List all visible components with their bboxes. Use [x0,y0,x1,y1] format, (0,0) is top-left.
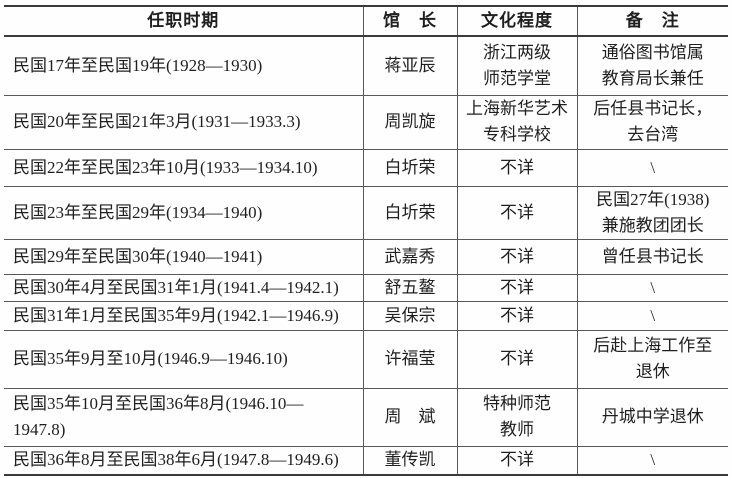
table-row: 民国17年至民国19年(1928—1930) 蒋亚辰 浙江两级 师范学堂 通俗图… [4,36,728,95]
director-cell: 白圻荣 [363,186,458,239]
director-cell: 武嘉秀 [363,239,458,274]
director-cell: 蒋亚辰 [363,36,458,95]
remark-cell: \ [650,157,656,177]
period-cell: 民国31年1月至民国35年9月(1942.1—1946.9) [4,301,364,330]
period-cell: 民国20年至民国21年3月(1931—1933.3) [4,95,364,149]
education-cell: 不详 [457,330,578,388]
director-cell: 吴保宗 [363,301,458,330]
table-row: 民国20年至民国21年3月(1931—1933.3) 周凯旋 上海新华艺术 专科… [4,95,728,149]
remark-cell: 曾任县书记长 [601,246,704,266]
remark-cell: 后赴上海工作至 退休 [593,336,713,381]
education-cell: 不详 [457,186,578,239]
director-cell: 许福莹 [363,330,458,388]
table-header-row: 任职时期 馆 长 文化程度 备 注 [4,6,728,36]
period-cell: 民国36年8月至民国38年6月(1947.8—1949.6) [4,446,364,475]
period-cell: 民国23年至民国29年(1934—1940) [4,186,364,239]
education-cell: 不详 [457,239,578,274]
education-cell: 不详 [457,446,578,475]
period-cell: 民国30年4月至民国31年1月(1941.4—1942.1) [4,274,364,301]
remark-cell: 后任县书记长， 去台湾 [593,99,713,144]
library-directors-table: 任职时期 馆 长 文化程度 备 注 民国17年至民国19年(1928—1930)… [4,5,728,476]
table-row: 民国35年10月至民国36年8月(1946.10— 1947.8) 周 斌 特种… [4,388,728,446]
header-period: 任职时期 [4,6,364,36]
education-cell: 不详 [457,274,578,301]
table-row: 民国22年至民国23年10月(1933—1934.10) 白圻荣 不详 \ [4,149,728,186]
remark-cell: 民国27年(1938) 兼施教团团长 [596,189,710,235]
table-row: 民国35年9月至10月(1946.9—1946.10) 许福莹 不详 后赴上海工… [4,330,728,388]
director-cell: 董传凯 [363,446,458,475]
header-director: 馆 长 [363,6,458,36]
director-cell: 白圻荣 [363,149,458,186]
table-row: 民国31年1月至民国35年9月(1942.1—1946.9) 吴保宗 不详 \ [4,301,728,330]
period-cell: 民国29年至民国30年(1940—1941) [4,239,364,274]
header-education: 文化程度 [457,6,578,36]
header-remark: 备 注 [625,11,680,30]
table-row: 民国23年至民国29年(1934—1940) 白圻荣 不详 民国27年(1938… [4,186,728,239]
director-cell: 周凯旋 [363,95,458,149]
director-cell: 周 斌 [363,388,458,446]
period-cell: 民国17年至民国19年(1928—1930) [4,36,364,95]
period-cell: 民国22年至民国23年10月(1933—1934.10) [4,149,364,186]
education-cell: 上海新华艺术 专科学校 [457,95,578,149]
director-cell: 舒五鳌 [363,274,458,301]
education-cell: 不详 [457,149,578,186]
remark-cell: 丹城中学退休 [601,407,704,426]
table-row: 民国29年至民国30年(1940—1941) 武嘉秀 不详 曾任县书记长 [4,239,728,274]
remark-cell: \ [650,305,656,325]
table-row: 民国36年8月至民国38年6月(1947.8—1949.6) 董传凯 不详 \ [4,446,728,475]
table-row: 民国30年4月至民国31年1月(1941.4—1942.1) 舒五鳌 不详 \ [4,274,728,301]
remark-cell: 通俗图书馆属 教育局长兼任 [601,42,704,88]
education-cell: 特种师范 教师 [457,388,578,446]
education-cell: 不详 [457,301,578,330]
period-cell: 民国35年9月至10月(1946.9—1946.10) [4,330,364,388]
remark-cell: \ [650,450,656,470]
period-cell: 民国35年10月至民国36年8月(1946.10— 1947.8) [4,388,364,446]
remark-cell: \ [650,277,656,297]
education-cell: 浙江两级 师范学堂 [457,36,578,95]
